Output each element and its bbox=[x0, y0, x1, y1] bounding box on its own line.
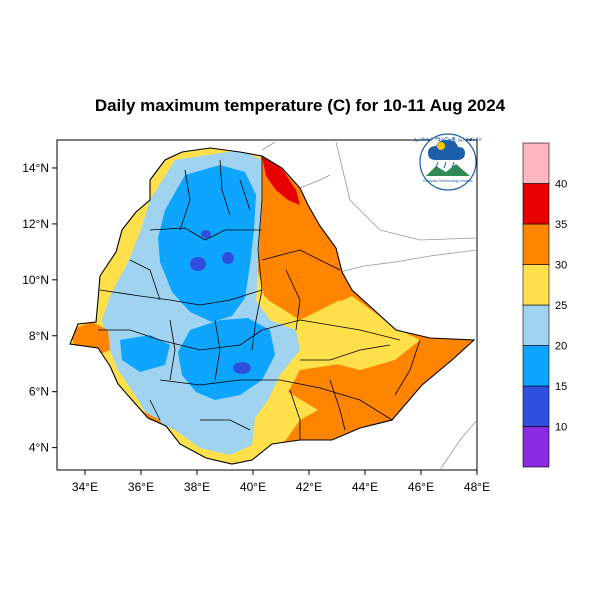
colorbar-swatch bbox=[522, 345, 550, 387]
colorbar-label: 20 bbox=[555, 341, 567, 353]
x-tick-label: 38°E bbox=[184, 480, 210, 494]
ethiopian-meteorology-logo: ኢትዮጵያ ሜትሮሎጂ ኢንስቲትዩት Ethiopian Meteorolog… bbox=[414, 133, 482, 191]
neighbour-borders bbox=[261, 141, 478, 471]
x-tick-label: 44°E bbox=[352, 480, 378, 494]
logo-bottom-text: Ethiopian Meteorology Institute bbox=[423, 179, 472, 183]
colorbar-label: 30 bbox=[555, 260, 567, 272]
field-blue-south bbox=[178, 318, 275, 400]
colorbar-swatch bbox=[522, 223, 550, 265]
colorbar-swatch bbox=[522, 385, 550, 427]
colorbar-label: 25 bbox=[555, 300, 567, 312]
colorbar-swatch bbox=[522, 304, 550, 346]
field-yellow-east-band bbox=[300, 296, 420, 370]
y-tick-label: 10°N bbox=[22, 273, 49, 287]
colorbar-label: 10 bbox=[555, 422, 567, 434]
colorbar-swatch bbox=[522, 426, 550, 468]
x-tick-label: 40°E bbox=[240, 480, 266, 494]
field-red-danakil bbox=[262, 156, 300, 205]
colorbar: 10 15 20 25 30 35 40 bbox=[522, 142, 567, 468]
y-tick-label: 14°N bbox=[22, 161, 49, 175]
field-blue-southwest bbox=[120, 335, 170, 372]
field-darkblue-1 bbox=[190, 257, 206, 271]
admin-borders bbox=[69, 147, 476, 465]
colorbar-label: 40 bbox=[555, 179, 567, 191]
y-tick-label: 6°N bbox=[29, 385, 49, 399]
map-title: Daily maximum temperature (C) for 10-11 … bbox=[94, 96, 506, 115]
colorbar-label: 35 bbox=[555, 219, 567, 231]
y-axis: 14°N 12°N 10°N 8°N 6°N 4°N bbox=[22, 161, 57, 455]
field-orange-rift bbox=[258, 200, 310, 306]
logo-top-text: ኢትዮጵያ ሜትሮሎጂ ኢንስቲትዩት bbox=[414, 137, 482, 143]
colorbar-swatch bbox=[522, 183, 550, 225]
y-tick-label: 12°N bbox=[22, 217, 49, 231]
x-axis: 34°E 36°E 38°E 40°E 42°E 44°E 46°E 48°E bbox=[72, 470, 490, 494]
field-darkblue-4 bbox=[201, 230, 211, 238]
colorbar-label: 15 bbox=[555, 381, 567, 393]
field-blue-north bbox=[158, 165, 256, 322]
field-darkblue-2 bbox=[222, 252, 234, 264]
y-tick-label: 4°N bbox=[29, 441, 49, 455]
y-tick-label: 8°N bbox=[29, 329, 49, 343]
field-darkblue-3 bbox=[233, 362, 251, 374]
x-tick-label: 36°E bbox=[128, 480, 154, 494]
x-tick-label: 48°E bbox=[464, 480, 490, 494]
x-tick-label: 46°E bbox=[408, 480, 434, 494]
colorbar-swatch bbox=[522, 142, 550, 184]
x-tick-label: 34°E bbox=[72, 480, 98, 494]
x-tick-label: 42°E bbox=[296, 480, 322, 494]
colorbar-swatch bbox=[522, 264, 550, 306]
